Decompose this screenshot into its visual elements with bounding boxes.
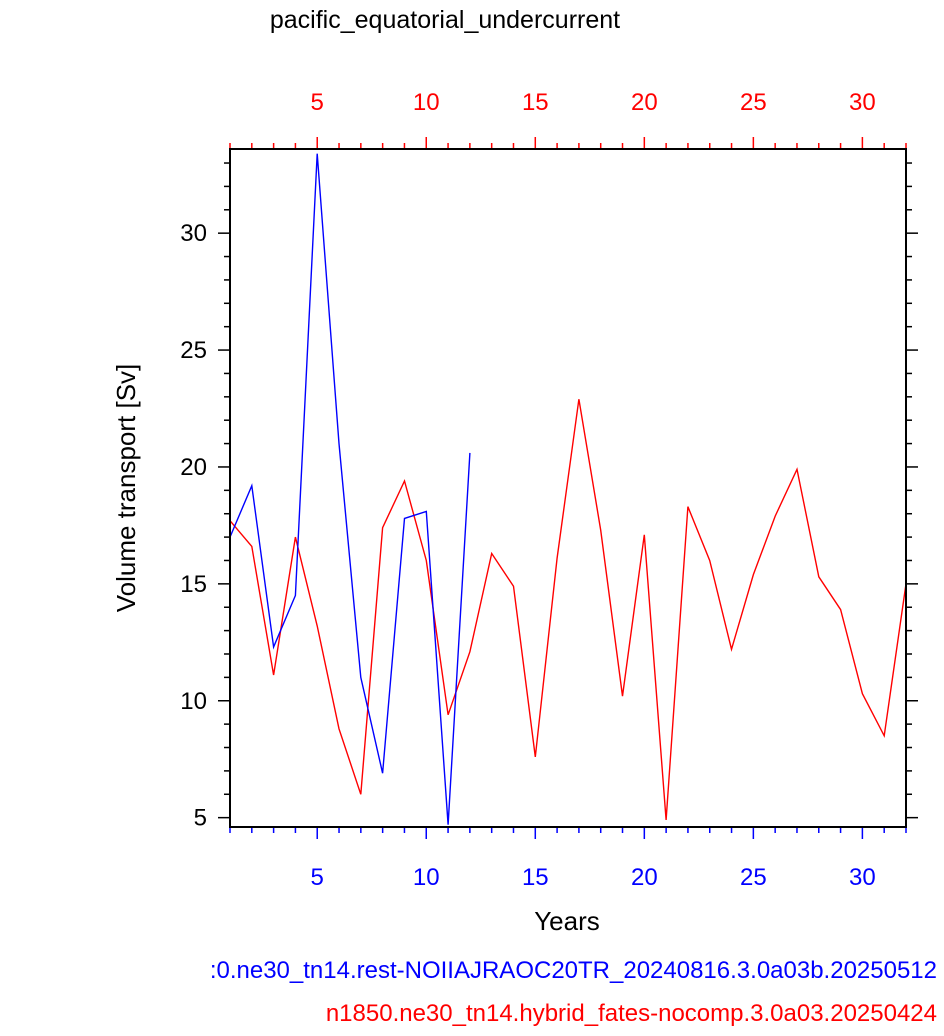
- y-tick-label: 10: [180, 688, 207, 715]
- x-tick-label-bottom: 5: [311, 864, 324, 891]
- x-tick-label-top: 25: [740, 89, 767, 116]
- x-tick-label-bottom: 30: [849, 864, 876, 891]
- plot-frame: [229, 148, 907, 828]
- series-layer: [229, 153, 907, 825]
- series-caption-red: n1850.ne30_tn14.hybrid_fates-nocomp.3.0a…: [326, 1000, 937, 1027]
- x-tick-label-bottom: 20: [631, 864, 658, 891]
- chart-title: pacific_equatorial_undercurrent: [270, 6, 620, 34]
- axes: 5 5 10 10 15 15 20 20 25 25 30 30 5 10 15 20 25 30: [180, 89, 918, 891]
- x-tick-label-top: 20: [631, 89, 658, 116]
- series-line-blue: [229, 153, 471, 825]
- series-line-red: [229, 399, 907, 821]
- y-tick-label: 5: [194, 805, 207, 832]
- x-tick-label-bottom: 25: [740, 864, 767, 891]
- y-tick-label: 20: [180, 454, 207, 481]
- x-tick-label-bottom: 15: [522, 864, 549, 891]
- x-tick-label-top: 5: [311, 89, 324, 116]
- x-tick-label-top: 15: [522, 89, 549, 116]
- series-caption-blue: :0.ne30_tn14.rest-NOIIAJRAOC20TR_2024081…: [210, 957, 937, 984]
- y-tick-label: 25: [180, 337, 207, 364]
- x-tick-label-top: 10: [413, 89, 440, 116]
- x-tick-label-bottom: 10: [413, 864, 440, 891]
- y-axis-label: Volume transport [Sv]: [111, 364, 141, 613]
- x-tick-label-top: 30: [849, 89, 876, 116]
- y-tick-label: 15: [180, 571, 207, 598]
- x-axis-label: Years: [534, 906, 600, 936]
- y-tick-label: 30: [180, 220, 207, 247]
